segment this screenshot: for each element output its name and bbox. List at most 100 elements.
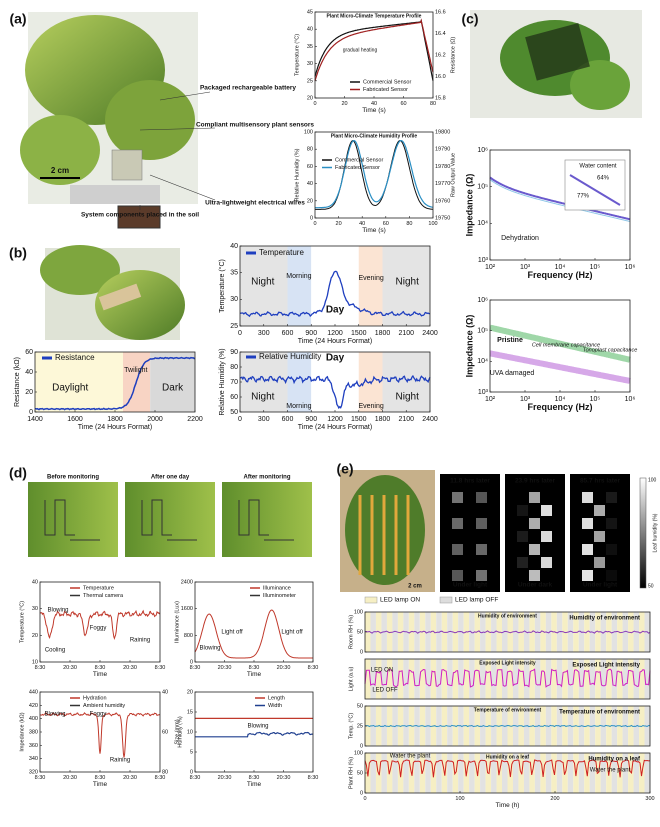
legend-label: Commercial Sensor [335, 157, 383, 163]
shade [578, 659, 585, 699]
label: Evening [358, 403, 383, 410]
x-axis-label: Time (s) [362, 227, 386, 234]
plot-frame [194, 691, 314, 773]
x-tick-label: 8:30 [308, 775, 319, 781]
legend-box [439, 596, 453, 604]
curve [314, 18, 434, 81]
shade [611, 659, 618, 699]
y-tick-label: 30 [32, 606, 38, 612]
shade [447, 659, 453, 699]
curve [365, 724, 651, 728]
x-tick-label: 80 [406, 221, 412, 227]
shade [436, 659, 442, 699]
heat-cell [606, 544, 617, 555]
x-tick-label: 8:30 [190, 665, 201, 671]
shade [567, 753, 574, 793]
heat-cell [594, 531, 605, 542]
label: Humidity of environment [569, 616, 640, 622]
label: LED lamp OFF [455, 597, 498, 604]
heat-cell [582, 570, 593, 581]
shade [622, 753, 629, 793]
shade [436, 753, 442, 793]
curve [489, 350, 631, 384]
heat-cell [452, 518, 463, 529]
x-tick-label: 8:30 [308, 665, 319, 671]
x-tick-label: 10³ [520, 396, 531, 403]
panel-label: (a) [9, 11, 26, 27]
y-tick-label: 25 [307, 78, 313, 84]
shade [397, 659, 404, 699]
heat-cell [606, 492, 617, 503]
curve [194, 609, 313, 659]
x-tick-label: 0 [363, 796, 366, 802]
curve [239, 374, 431, 410]
label: Raining [110, 758, 130, 764]
shade [414, 753, 420, 793]
x-tick-label: 20:30 [218, 665, 232, 671]
shade [447, 612, 453, 652]
y2-tick-label: 19800 [435, 129, 450, 135]
label: Foggy [90, 626, 107, 632]
x-tick-label: 2400 [422, 330, 438, 337]
label: Cell membrane capacitance [532, 342, 600, 348]
shade [518, 659, 524, 699]
x-tick-label: 8:30 [249, 775, 260, 781]
y2-tick-label: 16.6 [435, 9, 446, 15]
shade [425, 753, 431, 793]
x-tick-label: 1500 [351, 416, 367, 423]
label: 77% [577, 194, 590, 200]
x-tick-label: 8:30 [95, 775, 106, 781]
shade [425, 659, 431, 699]
x-axis-label: Time (h) [496, 802, 520, 809]
shade [480, 659, 486, 699]
y2-tick-label: 16.2 [435, 52, 446, 58]
x-tick-label: 0 [313, 101, 316, 107]
shade [595, 659, 601, 699]
y-tick-label: 10³ [478, 257, 489, 264]
y-tick-label: 380 [29, 729, 38, 735]
label: Daylight [52, 383, 88, 394]
label: Under light [583, 582, 618, 589]
heat-cell [541, 531, 552, 542]
x-tick-label: 8:30 [155, 665, 166, 671]
y-tick-label: 50 [357, 770, 363, 776]
y2-tick-label: 80 [162, 769, 168, 775]
y-tick-label: 20 [25, 389, 33, 396]
y-tick-label: 10⁴ [477, 220, 488, 227]
y-tick-label: 360 [29, 743, 38, 749]
x-tick-label: 0 [238, 416, 242, 423]
shade [545, 612, 552, 652]
shade [403, 659, 409, 699]
x-tick-label: 8:30 [155, 775, 166, 781]
shade [644, 753, 650, 793]
x-tick-label: 2200 [187, 416, 203, 423]
x-tick-label: 20:30 [277, 775, 291, 781]
shade [469, 659, 475, 699]
label: 85.7 hrs later [580, 478, 621, 485]
shade [430, 659, 437, 699]
label: Twilight [124, 367, 147, 374]
y-axis-label: Impedance (Ω) [464, 174, 474, 237]
plot-title: Exposed Light intensity [479, 660, 536, 666]
shade [628, 753, 634, 793]
plot-frame [364, 658, 651, 700]
label: LED ON [371, 668, 393, 674]
y-tick-label: 60 [307, 164, 313, 170]
shade [622, 659, 629, 699]
shade [545, 659, 552, 699]
x-axis-label: Time (24 Hours Format) [298, 424, 372, 431]
y-tick-label: 420 [29, 703, 38, 709]
y-tick-label: 10 [187, 729, 193, 735]
shade [419, 659, 426, 699]
shade [381, 753, 387, 793]
shade [573, 659, 579, 699]
curve [489, 176, 631, 221]
shade [35, 352, 123, 412]
x-tick-label: 300 [258, 330, 270, 337]
heat-cell [594, 557, 605, 568]
label: 23.9 hrs later [515, 478, 556, 485]
plot-title: Humidity on a leaf [486, 754, 529, 760]
x-tick-label: 60 [400, 101, 406, 107]
inset-line [569, 174, 621, 206]
shade [150, 352, 195, 412]
